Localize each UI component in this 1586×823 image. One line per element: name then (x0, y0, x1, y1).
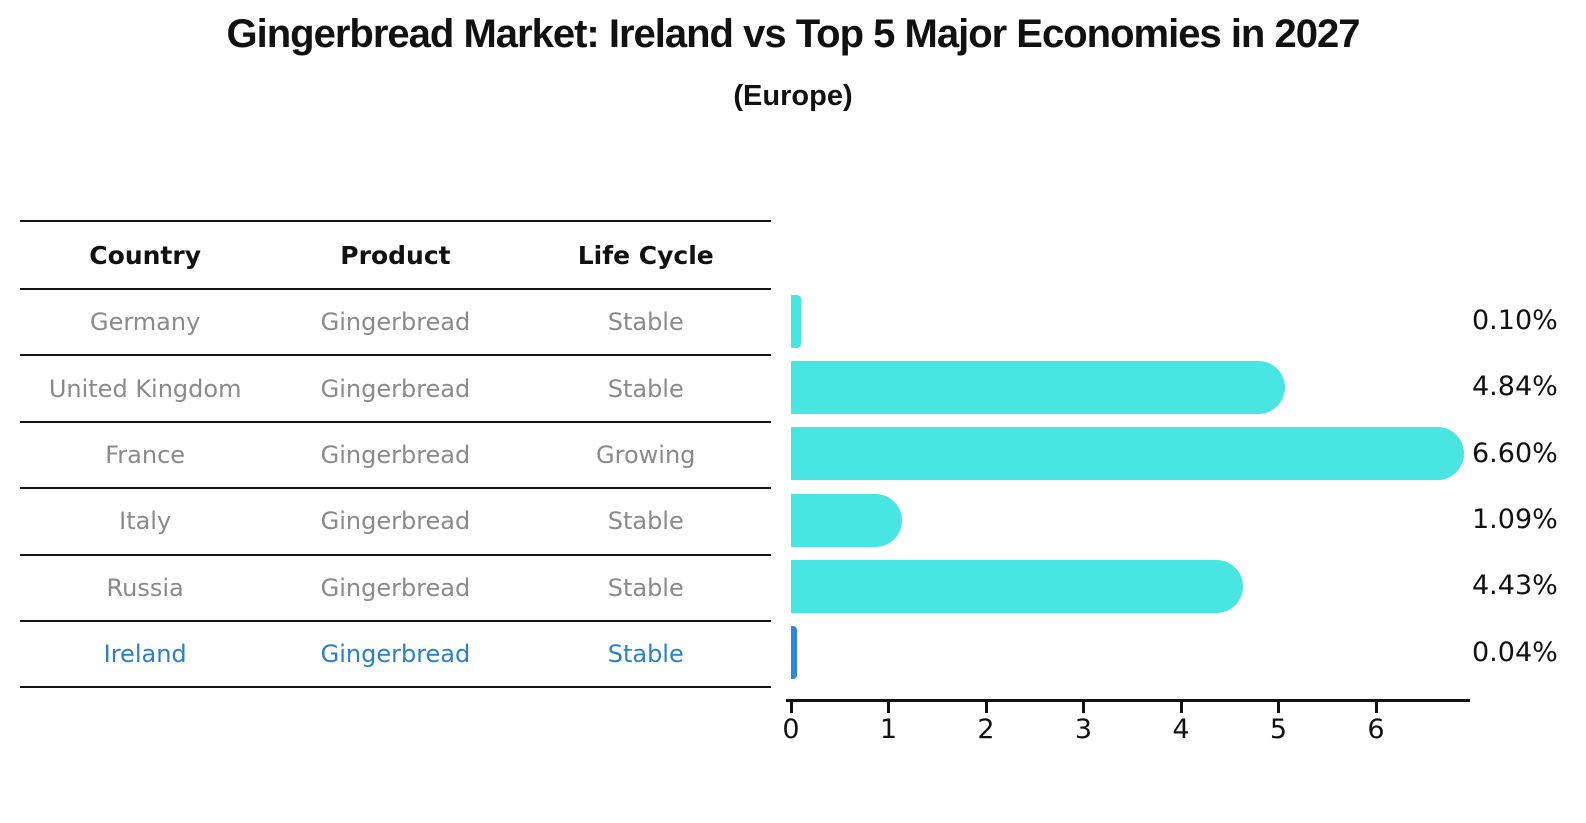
column-header-life-cycle: Life Cycle (577, 240, 714, 270)
cell-product: Gingerbread (320, 440, 471, 469)
table-row-italy: Italy Gingerbread Stable (20, 489, 771, 556)
cell-life-cycle: Stable (607, 507, 684, 536)
cell-product: Gingerbread (320, 640, 471, 669)
bar-chart-area (791, 288, 1471, 686)
cell-life-cycle: Stable (607, 308, 684, 337)
cell-country: Italy (119, 507, 172, 536)
column-header-country: Country (89, 240, 201, 270)
cell-life-cycle: Stable (607, 374, 684, 403)
x-tick-label-2: 2 (977, 714, 995, 745)
table-row-russia: Russia Gingerbread Stable (20, 556, 771, 622)
cell-product: Gingerbread (320, 308, 471, 337)
bar-germany (791, 294, 802, 348)
x-tick-label-0: 0 (782, 714, 800, 745)
cell-product: Gingerbread (320, 374, 471, 403)
table-row-germany: Germany Gingerbread Stable (20, 290, 771, 357)
x-tick-1 (887, 702, 890, 713)
x-tick-label-4: 4 (1172, 714, 1190, 745)
table-row-ireland: Ireland Gingerbread Stable (20, 622, 771, 689)
bar-italy (791, 493, 903, 547)
bar-russia (791, 559, 1243, 613)
table-row-united-kingdom: United Kingdom Gingerbread Stable (20, 356, 771, 423)
x-tick-label-3: 3 (1074, 714, 1093, 745)
cell-product: Gingerbread (320, 507, 471, 536)
bar-france (791, 427, 1465, 481)
x-tick-4 (1179, 702, 1183, 713)
cell-product: Gingerbread (320, 573, 471, 602)
value-label-germany: 0.10% (1472, 305, 1558, 336)
x-axis-line (786, 699, 1470, 702)
table-row-france: France Gingerbread Growing (20, 423, 771, 490)
value-label-united-kingdom: 4.84% (1472, 371, 1558, 402)
x-tick-6 (1374, 702, 1378, 713)
x-tick-label-1: 1 (879, 714, 898, 745)
column-header-product: Product (340, 240, 451, 270)
bar-row (791, 421, 1471, 487)
x-tick-label-5: 5 (1269, 714, 1288, 745)
bar-ireland (791, 626, 797, 680)
value-label-france: 6.60% (1472, 438, 1558, 469)
bar-row (791, 354, 1471, 420)
x-tick-0 (789, 702, 793, 713)
value-label-italy: 1.09% (1472, 504, 1558, 535)
x-tick-3 (1082, 702, 1085, 713)
chart-title: Gingerbread Market: Ireland vs Top 5 Maj… (226, 12, 1361, 56)
cell-country: Russia (106, 573, 184, 602)
cell-country: Germany (89, 308, 201, 337)
bar-row (791, 553, 1471, 619)
x-tick-label-6: 6 (1367, 714, 1385, 745)
table-header-row: Country Product Life Cycle (20, 222, 771, 290)
bar-row (791, 288, 1471, 354)
chart-subtitle: (Europe) (733, 80, 853, 112)
cell-life-cycle: Growing (596, 440, 696, 469)
cell-country: France (105, 440, 186, 469)
cell-country: United Kingdom (48, 374, 242, 403)
country-table: Country Product Life Cycle Germany Ginge… (20, 220, 771, 689)
cell-life-cycle: Stable (607, 640, 684, 669)
x-tick-5 (1277, 702, 1280, 713)
bar-row (791, 620, 1471, 686)
x-tick-2 (984, 702, 988, 713)
cell-country: Ireland (103, 640, 187, 669)
cell-life-cycle: Stable (607, 573, 684, 602)
bar-united-kingdom (791, 360, 1285, 414)
value-label-russia: 4.43% (1472, 570, 1558, 601)
value-label-ireland: 0.04% (1472, 637, 1558, 668)
bar-row (791, 487, 1471, 553)
